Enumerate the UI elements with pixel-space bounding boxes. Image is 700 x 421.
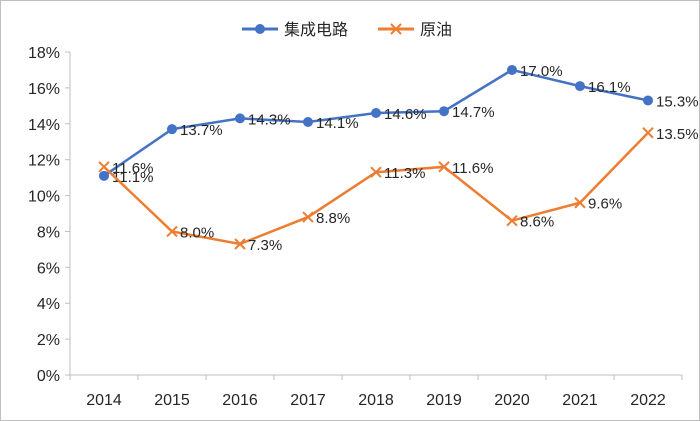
data-point: [643, 95, 653, 106]
data-point: [575, 81, 585, 92]
data-point: [234, 238, 246, 250]
data-point: [167, 124, 177, 135]
data-point: [371, 108, 381, 119]
data-label: 7.3%: [248, 237, 282, 254]
data-point: [302, 211, 314, 223]
y-tick-label: 10%: [28, 189, 60, 206]
data-point: [506, 214, 518, 227]
data-label: 14.6%: [384, 106, 427, 123]
x-tick-label: 2018: [358, 392, 394, 409]
data-point: [574, 197, 586, 209]
data-label: 13.5%: [656, 126, 699, 143]
data-label: 15.3%: [656, 93, 699, 110]
x-tick-label: 2020: [494, 392, 530, 409]
y-tick-label: 6%: [37, 260, 60, 277]
y-tick-label: 12%: [28, 153, 60, 170]
data-label: 17.0%: [520, 63, 563, 80]
data-point: [166, 225, 178, 238]
y-tick-label: 4%: [37, 296, 60, 313]
y-axis-ticks: 0% 2% 4% 6% 8% 10% 12% 14% 16% 18%: [28, 45, 70, 385]
y-tick-label: 8%: [37, 224, 60, 241]
x-tick-label: 2016: [222, 392, 258, 409]
data-point: [303, 116, 313, 127]
legend-circle-marker-icon: [255, 24, 265, 34]
legend-item-series-0: 集成电路: [242, 21, 348, 39]
data-point: [370, 166, 382, 178]
data-point: [438, 161, 450, 173]
data-label: 8.8%: [316, 210, 350, 227]
y-tick-label: 14%: [28, 117, 60, 134]
x-tick-label: 2019: [426, 392, 462, 409]
data-point: [507, 64, 517, 75]
legend-item-series-1: 原油: [378, 21, 452, 39]
x-tick-label: 2022: [630, 392, 666, 409]
data-point: [99, 170, 109, 181]
legend-label-series-0: 集成电路: [284, 21, 348, 39]
data-label: 8.6%: [520, 214, 554, 231]
series-1: 11.6% 8.0% 7.3% 8.8% 11.3% 11.6% 8.6% 9.6% 13.5%: [98, 126, 699, 254]
x-tick-label: 2014: [86, 392, 122, 409]
series-0: 11.1% 13.7% 14.3% 14.1% 14.6% 14.7% 17.0% 16.1%…: [99, 63, 699, 186]
x-tick-label: 2017: [290, 392, 326, 409]
data-label: 14.7%: [452, 104, 495, 121]
y-tick-label: 0%: [37, 368, 60, 385]
data-label: 8.0%: [180, 224, 214, 241]
data-label: 16.1%: [588, 79, 631, 96]
data-point: [98, 161, 110, 173]
data-label: 11.3%: [384, 165, 425, 182]
data-point: [642, 127, 654, 139]
y-tick-label: 18%: [28, 45, 60, 62]
y-tick-label: 2%: [37, 332, 60, 349]
x-tick-label: 2015: [154, 392, 190, 409]
data-label: 11.6%: [112, 160, 153, 177]
series-layer: 11.1% 13.7% 14.3% 14.1% 14.6% 14.7% 17.0% 16.1%…: [98, 63, 699, 254]
data-label: 13.7%: [180, 122, 223, 139]
data-label: 14.1%: [316, 115, 359, 132]
legend-x-marker-icon: [390, 23, 402, 35]
y-tick-label: 16%: [28, 81, 60, 98]
data-label: 14.3%: [248, 111, 291, 128]
data-label: 11.1%: [112, 169, 153, 186]
data-label: 9.6%: [588, 196, 622, 213]
data-point: [439, 106, 449, 117]
data-point: [235, 113, 245, 124]
data-label: 11.6%: [452, 160, 493, 177]
legend-label-series-1: 原油: [420, 21, 452, 39]
x-axis-ticks: 2014 2015 2016 2017 2018 2019 2020 2021 2022: [69, 375, 683, 409]
x-tick-label: 2021: [562, 392, 598, 409]
legend: 集成电路 原油: [242, 21, 452, 39]
